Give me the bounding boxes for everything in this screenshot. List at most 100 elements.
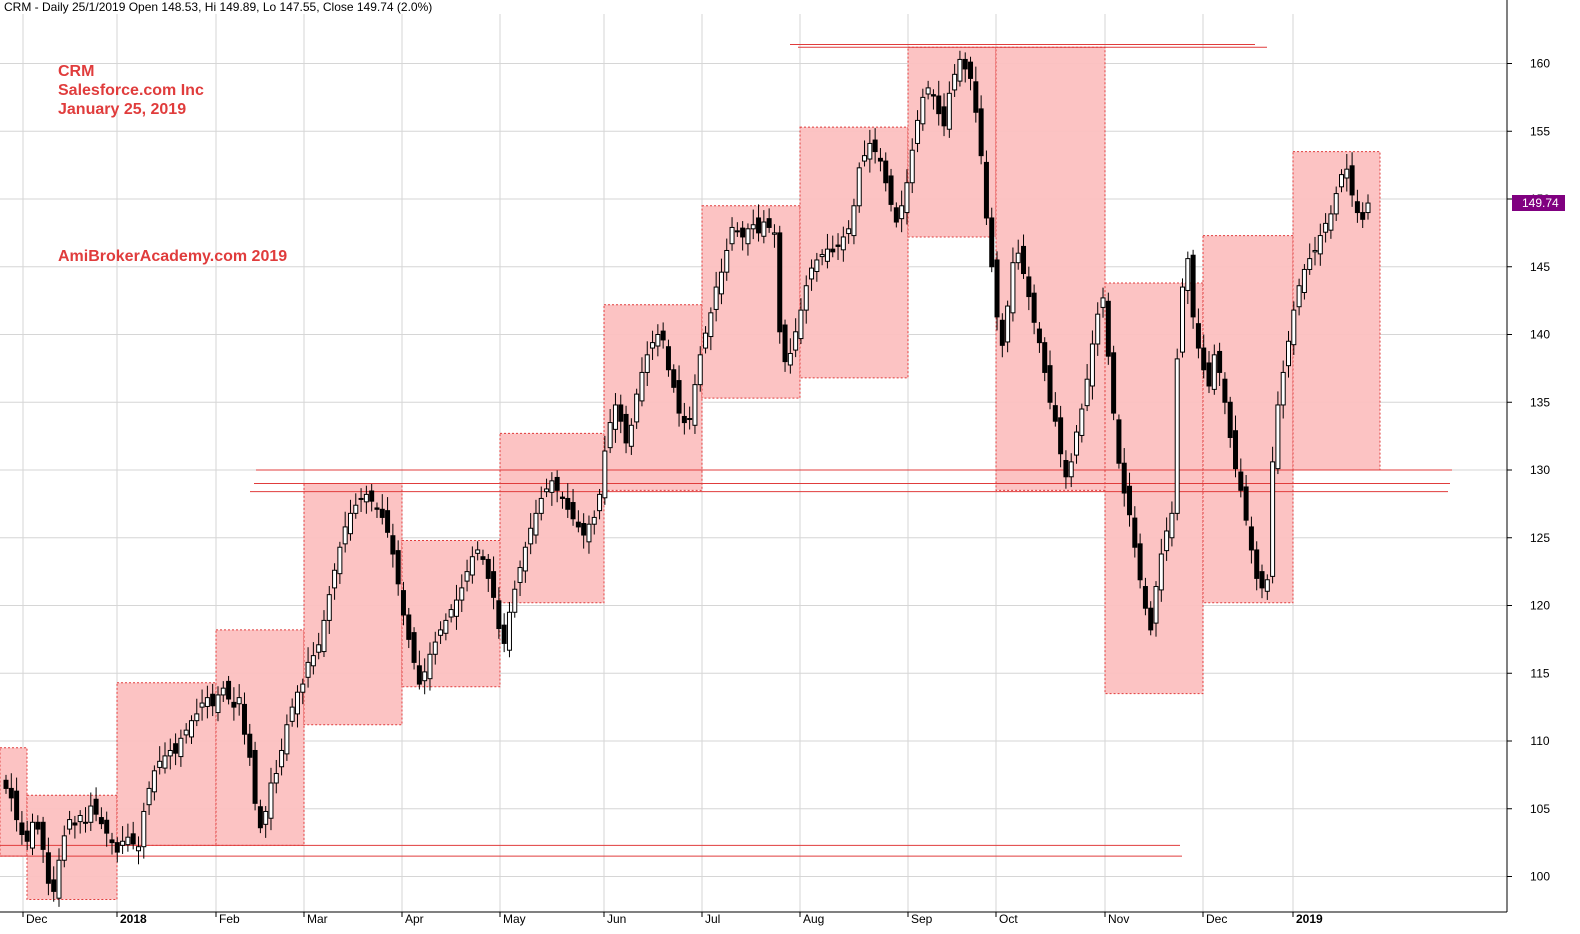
candle-body: [1211, 354, 1217, 390]
candle-body: [602, 450, 608, 499]
x-tick-label: May: [503, 912, 526, 926]
candle-body: [835, 244, 841, 247]
candle-body: [909, 149, 915, 184]
candle-body: [1185, 258, 1191, 291]
candle-body: [231, 701, 237, 708]
candle-body: [1079, 408, 1085, 436]
candle-body: [724, 249, 730, 273]
candle-body: [353, 504, 359, 514]
candle-body: [512, 588, 518, 613]
candle-body: [1243, 486, 1249, 521]
candle-body: [379, 508, 385, 518]
candle-body: [1254, 549, 1260, 579]
candle-body: [188, 720, 194, 738]
candle-body: [1052, 405, 1058, 422]
candle-body: [968, 61, 974, 79]
candle-body: [93, 798, 99, 815]
candle-body: [1296, 285, 1302, 308]
candle-body: [517, 567, 523, 583]
candle-body: [82, 821, 88, 824]
candle-body: [983, 161, 989, 219]
candle-body: [432, 641, 438, 655]
candle-body: [56, 859, 62, 899]
y-tick-label: 145: [1530, 260, 1550, 274]
candle-body: [538, 497, 544, 514]
candle-body: [374, 507, 380, 510]
candle-body: [1111, 352, 1117, 414]
candle-body: [957, 58, 963, 82]
candle-body: [146, 787, 152, 806]
candle-body: [294, 691, 300, 715]
candle-body: [1074, 431, 1080, 456]
candle-body: [1142, 586, 1148, 609]
candle-body: [273, 773, 279, 784]
candle-body: [226, 680, 232, 700]
candle-body: [830, 248, 836, 253]
candle-body: [61, 835, 67, 861]
candle-body: [1195, 323, 1201, 349]
candle-body: [485, 558, 491, 579]
candle-body: [459, 587, 465, 601]
candle-body: [994, 259, 1000, 318]
candle-body: [692, 384, 698, 426]
candle-body: [257, 806, 263, 829]
candle-body: [342, 526, 348, 545]
candle-body: [591, 516, 597, 525]
candle-body: [141, 810, 147, 848]
x-tick-label: Feb: [219, 912, 240, 926]
candle-body: [194, 713, 200, 722]
x-tick-label: 2019: [1296, 912, 1323, 926]
candle-body: [787, 352, 793, 366]
candle-body: [114, 842, 120, 853]
candle-body: [952, 73, 958, 91]
candle-body: [1190, 254, 1196, 318]
candle-body: [390, 535, 396, 555]
x-tick-label: Apr: [405, 912, 424, 926]
x-tick-label: Mar: [307, 912, 328, 926]
candle-body: [268, 782, 274, 819]
candle-body: [559, 496, 565, 499]
candle-body: [618, 404, 624, 422]
candle-body: [1344, 168, 1350, 179]
candle-body: [469, 556, 475, 576]
candle-body: [798, 309, 804, 340]
candle-body: [252, 749, 258, 804]
x-tick-label: Dec: [26, 912, 47, 926]
candle-body: [1174, 358, 1180, 514]
candle-body: [167, 749, 173, 757]
candle-body: [904, 182, 910, 214]
candle-body: [697, 354, 703, 386]
candle-body: [777, 232, 783, 333]
candle-body: [665, 346, 671, 371]
candle-body: [782, 324, 788, 363]
candle-body: [406, 614, 412, 640]
candle-body: [35, 821, 41, 830]
candle-body: [363, 493, 369, 503]
candle-body: [713, 286, 719, 310]
candle-body: [51, 879, 57, 892]
y-tick-label: 125: [1530, 531, 1550, 545]
candle-body: [1164, 530, 1170, 552]
x-tick-label: 2018: [120, 912, 147, 926]
candle-body: [1158, 553, 1164, 591]
candle-body: [326, 594, 332, 621]
candle-body: [644, 354, 650, 373]
candle-body: [671, 369, 677, 388]
candle-body: [14, 790, 20, 821]
candle-body: [793, 331, 799, 351]
candle-body: [899, 205, 905, 220]
candle-body: [989, 217, 995, 268]
candle-body: [729, 226, 735, 245]
candle-body: [109, 839, 115, 844]
annotation-date: January 25, 2019: [58, 101, 187, 118]
candle-body: [1307, 258, 1313, 270]
candle-body: [549, 480, 555, 493]
candle-body: [814, 259, 820, 272]
candle-body: [1222, 378, 1228, 403]
candle-body: [422, 671, 428, 682]
candle-body: [877, 157, 883, 162]
candle-body: [936, 95, 942, 115]
candle-body: [178, 737, 184, 758]
candle-body: [708, 312, 714, 338]
